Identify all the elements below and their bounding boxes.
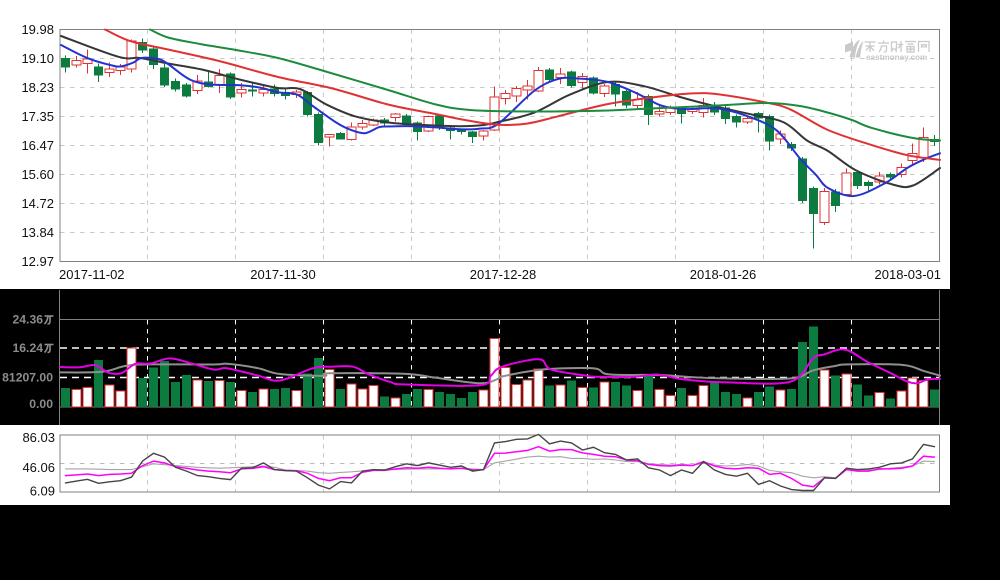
svg-text:6.09: 6.09 [30,484,55,499]
svg-text:2017-11-02: 2017-11-02 [59,267,125,282]
svg-text:17.35: 17.35 [21,109,54,124]
svg-text:13.84: 13.84 [21,225,54,240]
svg-text:81207.00: 81207.00 [2,371,53,385]
svg-text:12.97: 12.97 [21,254,54,269]
svg-text:2018-01-26: 2018-01-26 [690,267,757,282]
svg-text:eastmoney.com: eastmoney.com [866,53,927,62]
svg-text:15.60: 15.60 [21,167,54,182]
svg-text:16.24: 16.24 [13,341,44,355]
svg-text:0.00: 0.00 [29,397,53,411]
svg-text:19.10: 19.10 [21,51,54,66]
svg-text:2017-12-28: 2017-12-28 [470,267,537,282]
svg-text:19.98: 19.98 [21,22,54,37]
svg-text:2018-03-01: 2018-03-01 [875,267,942,282]
svg-text:14.72: 14.72 [21,196,54,211]
svg-text:16.47: 16.47 [21,138,54,153]
svg-text:18.23: 18.23 [21,80,54,95]
svg-text:46.06: 46.06 [22,460,55,475]
svg-text:24.36: 24.36 [13,313,44,327]
svg-text:86.03: 86.03 [22,430,55,445]
svg-text:2017-11-30: 2017-11-30 [250,267,316,282]
